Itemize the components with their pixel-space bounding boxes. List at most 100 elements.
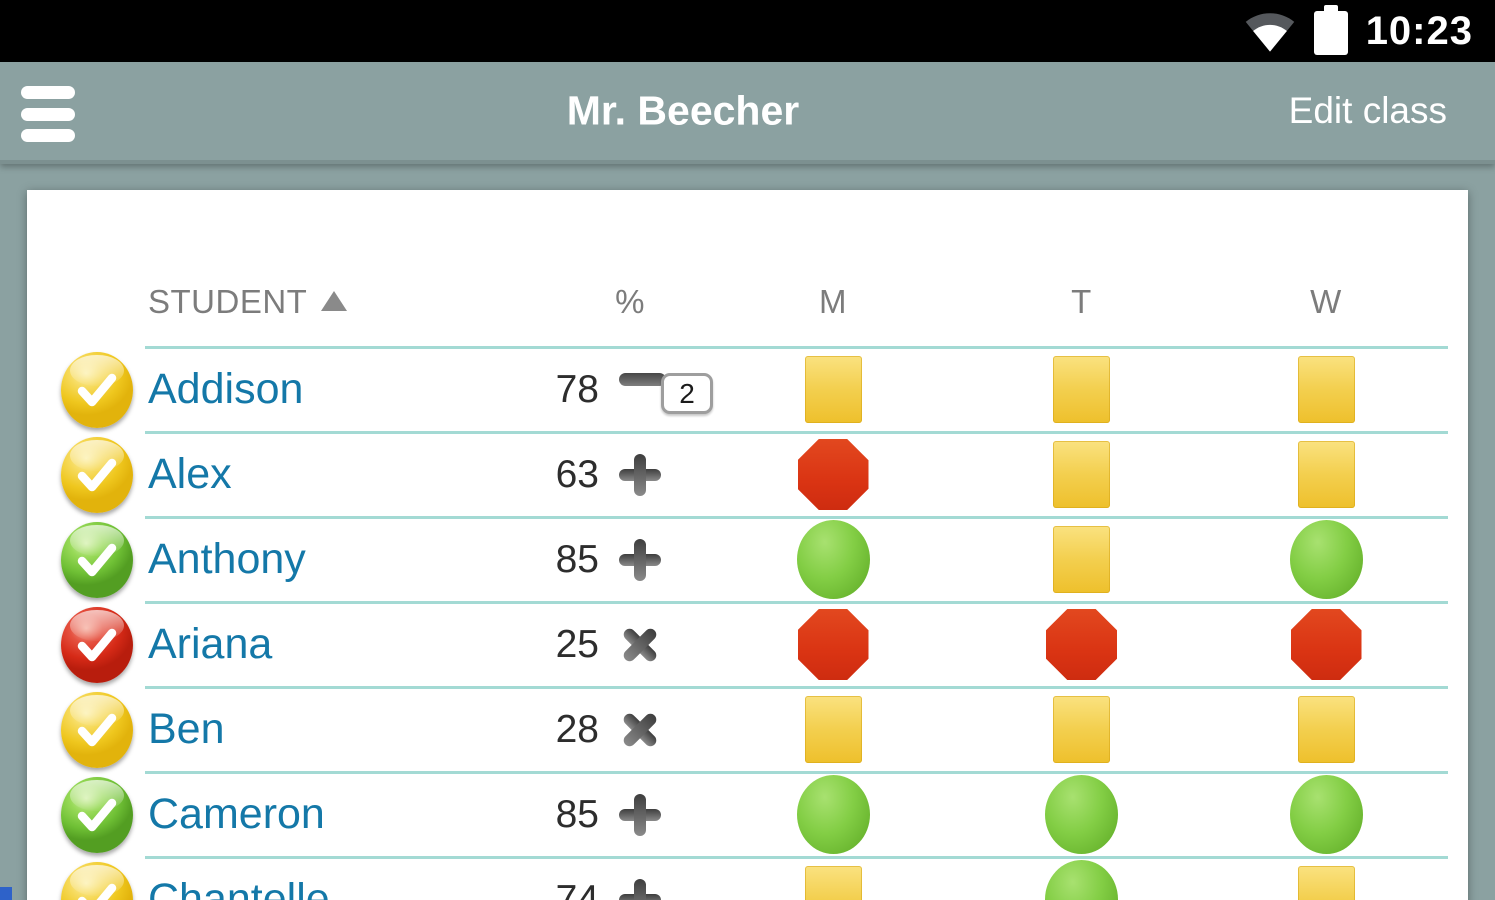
x-icon[interactable] bbox=[611, 615, 669, 673]
column-header-tuesday[interactable]: T bbox=[1071, 283, 1092, 320]
day-cell-tuesday bbox=[959, 441, 1204, 508]
status-badge[interactable] bbox=[61, 351, 133, 428]
red-octagon-icon[interactable] bbox=[1046, 609, 1117, 680]
column-header-wednesday[interactable]: W bbox=[1310, 283, 1342, 320]
pending-count-badge: 2 bbox=[661, 373, 713, 414]
day-cell-tuesday bbox=[959, 609, 1204, 680]
yellow-square-icon[interactable] bbox=[804, 356, 862, 423]
plus-icon[interactable] bbox=[619, 878, 661, 900]
hamburger-menu-icon[interactable] bbox=[21, 86, 75, 142]
check-icon bbox=[77, 883, 117, 900]
table-row[interactable]: Chantelle 74 bbox=[27, 856, 1468, 900]
status-badge-cell bbox=[27, 351, 148, 428]
green-circle-icon[interactable] bbox=[1045, 860, 1118, 900]
status-badge-cell bbox=[27, 861, 148, 900]
check-icon bbox=[77, 713, 117, 746]
page-title: Mr. Beecher bbox=[566, 87, 800, 134]
column-header-percent[interactable]: % bbox=[615, 283, 645, 320]
table-row[interactable]: Ariana 25 bbox=[27, 601, 1468, 687]
day-cell-tuesday bbox=[959, 696, 1204, 763]
status-badge[interactable] bbox=[61, 776, 133, 853]
column-header-student[interactable]: STUDENT bbox=[148, 283, 458, 321]
status-badge[interactable] bbox=[61, 606, 133, 683]
status-badge-cell bbox=[27, 606, 148, 683]
percent-value: 74 bbox=[555, 877, 599, 900]
trend-cell bbox=[603, 453, 707, 496]
day-cell-monday bbox=[707, 356, 959, 423]
red-octagon-icon[interactable] bbox=[1290, 609, 1362, 680]
percent-value: 25 bbox=[555, 622, 599, 666]
check-icon bbox=[77, 543, 117, 576]
battery-icon bbox=[1313, 5, 1348, 55]
trend-cell bbox=[603, 538, 707, 581]
yellow-square-icon[interactable] bbox=[1053, 441, 1110, 508]
column-header-monday[interactable]: M bbox=[819, 283, 847, 320]
student-name[interactable]: Cameron bbox=[148, 790, 325, 838]
plus-icon[interactable] bbox=[619, 793, 661, 836]
check-icon bbox=[77, 798, 117, 831]
percent-value: 63 bbox=[555, 452, 599, 496]
status-badge[interactable] bbox=[61, 436, 133, 513]
app-bar: Mr. Beecher Edit class bbox=[0, 62, 1495, 164]
day-cell-monday bbox=[707, 696, 959, 763]
yellow-square-icon[interactable] bbox=[1297, 441, 1355, 508]
table-header-row: STUDENT % M T W bbox=[27, 190, 1468, 347]
student-name[interactable]: Alex bbox=[148, 450, 232, 498]
day-cell-wednesday bbox=[1204, 609, 1448, 680]
yellow-square-icon[interactable] bbox=[1053, 526, 1110, 593]
yellow-square-icon[interactable] bbox=[1053, 696, 1110, 763]
trend-cell: 2 bbox=[603, 369, 713, 414]
green-circle-icon[interactable] bbox=[1045, 775, 1118, 854]
screen-corner-artifact bbox=[0, 887, 12, 900]
yellow-square-icon[interactable] bbox=[1297, 356, 1355, 423]
table-row[interactable]: Anthony 85 bbox=[27, 516, 1468, 602]
yellow-square-icon[interactable] bbox=[804, 696, 862, 763]
student-name[interactable]: Ariana bbox=[148, 620, 273, 668]
minus-bar bbox=[619, 373, 666, 386]
percent-value: 28 bbox=[555, 707, 599, 751]
status-badge[interactable] bbox=[61, 521, 133, 598]
edit-class-button[interactable]: Edit class bbox=[1288, 90, 1447, 131]
student-name-cell: Ariana bbox=[148, 620, 458, 669]
green-circle-icon[interactable] bbox=[1289, 520, 1363, 599]
red-octagon-icon[interactable] bbox=[797, 439, 869, 510]
student-name[interactable]: Ben bbox=[148, 705, 225, 753]
status-badge-cell bbox=[27, 521, 148, 598]
percent-value: 78 bbox=[555, 367, 599, 411]
x-icon[interactable] bbox=[611, 700, 669, 758]
green-circle-icon[interactable] bbox=[796, 520, 870, 599]
sort-ascending-icon bbox=[321, 291, 348, 311]
yellow-square-icon[interactable] bbox=[804, 866, 862, 900]
day-cell-monday bbox=[707, 520, 959, 599]
day-cell-tuesday bbox=[959, 526, 1204, 593]
student-name-cell: Chantelle bbox=[148, 875, 458, 900]
table-row[interactable]: Alex 63 bbox=[27, 431, 1468, 517]
trend-cell bbox=[603, 793, 707, 836]
day-cell-wednesday bbox=[1204, 441, 1448, 508]
day-cell-wednesday bbox=[1204, 356, 1448, 423]
status-badge[interactable] bbox=[61, 691, 133, 768]
green-circle-icon[interactable] bbox=[1289, 775, 1363, 854]
student-name[interactable]: Chantelle bbox=[148, 875, 330, 900]
check-icon bbox=[77, 628, 117, 661]
yellow-square-icon[interactable] bbox=[1053, 356, 1110, 423]
minus-icon[interactable]: 2 bbox=[619, 369, 713, 414]
status-time: 10:23 bbox=[1365, 8, 1473, 53]
plus-icon[interactable] bbox=[619, 453, 661, 496]
student-name-cell: Alex bbox=[148, 450, 458, 499]
yellow-square-icon[interactable] bbox=[1297, 866, 1355, 900]
status-badge[interactable] bbox=[61, 861, 133, 900]
check-icon bbox=[77, 373, 117, 406]
green-circle-icon[interactable] bbox=[796, 775, 870, 854]
status-badge-cell bbox=[27, 691, 148, 768]
yellow-square-icon[interactable] bbox=[1297, 696, 1355, 763]
student-name[interactable]: Addison bbox=[148, 365, 304, 413]
table-row[interactable]: Ben 28 bbox=[27, 686, 1468, 772]
student-name[interactable]: Anthony bbox=[148, 535, 306, 583]
plus-icon[interactable] bbox=[619, 538, 661, 581]
table-row[interactable]: Addison 78 2 bbox=[27, 346, 1468, 432]
day-cell-monday bbox=[707, 866, 959, 900]
red-octagon-icon[interactable] bbox=[797, 609, 869, 680]
table-row[interactable]: Cameron 85 bbox=[27, 771, 1468, 857]
